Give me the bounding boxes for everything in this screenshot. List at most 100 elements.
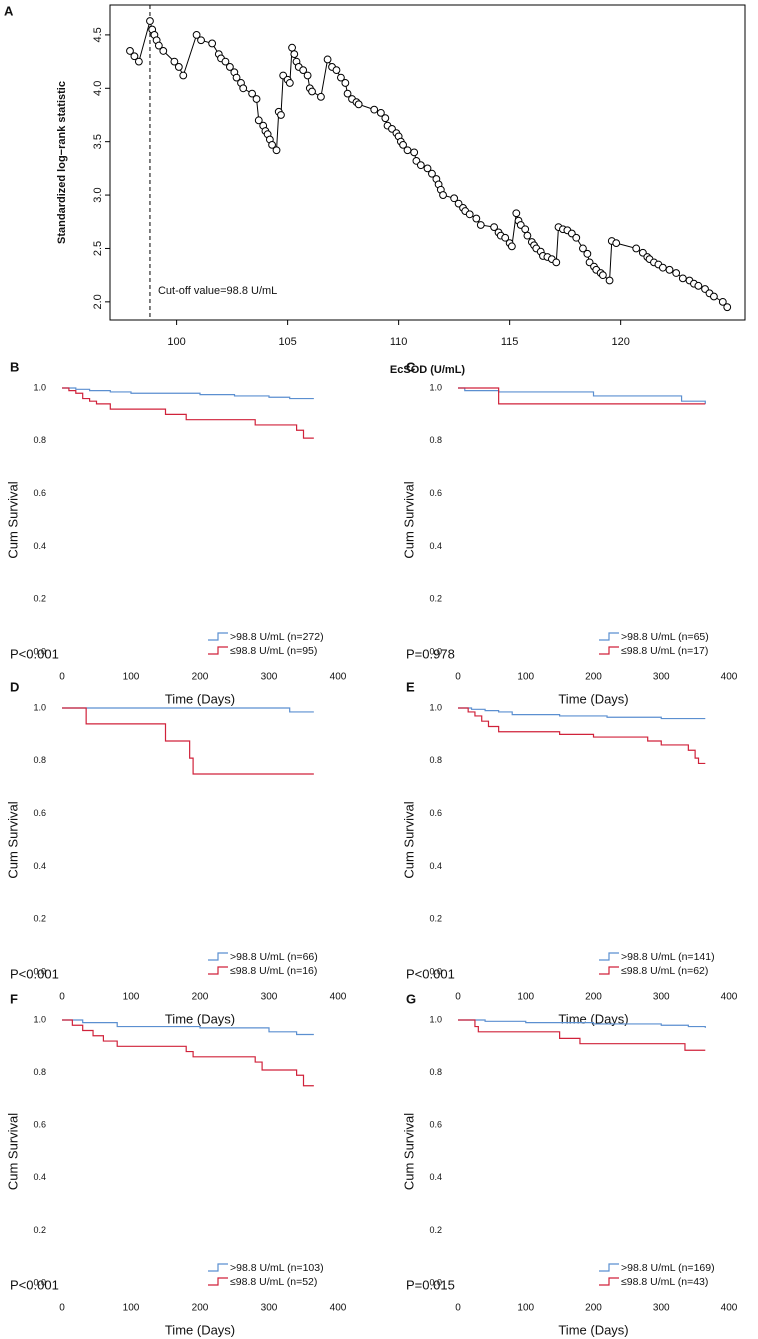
point bbox=[354, 100, 363, 109]
point bbox=[225, 63, 234, 71]
legend-icon bbox=[599, 1263, 619, 1272]
y-axis-title: Standardized log−rank statistic bbox=[56, 81, 68, 244]
point bbox=[130, 52, 139, 61]
x-tick-label: 100 bbox=[517, 672, 534, 683]
point bbox=[154, 41, 163, 50]
x-tick-label: 400 bbox=[721, 672, 738, 683]
y-tick-label: 0.0 bbox=[429, 966, 442, 976]
point bbox=[221, 57, 230, 66]
x-tick-label: 115 bbox=[501, 336, 519, 348]
x-tick-label: 0 bbox=[455, 1303, 461, 1314]
y-axis-title: Cum Survival bbox=[401, 1113, 416, 1190]
point bbox=[197, 36, 205, 45]
legend-label: ≤98.8 U/mL (n=95) bbox=[230, 645, 317, 657]
y-tick-label: 0.0 bbox=[429, 1277, 442, 1287]
x-tick-label: 100 bbox=[123, 1303, 140, 1314]
point bbox=[381, 114, 390, 123]
point bbox=[208, 39, 217, 48]
point bbox=[665, 265, 674, 274]
x-tick-label: 300 bbox=[261, 1303, 278, 1314]
x-axis-title: Time (Days) bbox=[165, 1322, 235, 1337]
point bbox=[299, 66, 308, 75]
x-tick-label: 400 bbox=[721, 992, 738, 1003]
y-tick-label: 0.2 bbox=[33, 914, 46, 924]
point bbox=[126, 47, 134, 55]
x-tick-label: 100 bbox=[517, 992, 534, 1003]
point bbox=[694, 281, 703, 290]
x-tick-label: 0 bbox=[59, 992, 65, 1003]
x-tick-label: 400 bbox=[330, 1303, 347, 1314]
y-tick-label: 0.2 bbox=[429, 594, 442, 604]
x-tick-label: 200 bbox=[585, 1303, 602, 1314]
survival-curve bbox=[458, 707, 706, 765]
x-tick-label: 400 bbox=[330, 992, 347, 1003]
plot-frame bbox=[109, 4, 746, 321]
p-value: P=0.978 bbox=[406, 646, 455, 661]
legend-label: ≤98.8 U/mL (n=17) bbox=[621, 645, 708, 657]
survival-curve bbox=[62, 707, 314, 775]
point bbox=[583, 249, 592, 258]
y-tick-label: 1.0 bbox=[33, 702, 46, 712]
y-tick-label: 1.0 bbox=[429, 1014, 442, 1024]
y-axis-title: Cum Survival bbox=[5, 481, 20, 558]
y-axis-title: Cum Survival bbox=[5, 801, 20, 878]
point bbox=[512, 209, 521, 218]
y-tick-label: 3.0 bbox=[92, 187, 104, 202]
point bbox=[672, 269, 681, 277]
point bbox=[370, 105, 379, 114]
y-tick-label: 0.4 bbox=[33, 861, 46, 871]
point bbox=[232, 73, 241, 82]
y-tick-label: 0.6 bbox=[33, 488, 46, 498]
point bbox=[416, 161, 425, 170]
y-tick-label: 0.6 bbox=[429, 808, 442, 818]
y-tick-label: 1.0 bbox=[429, 382, 442, 392]
point bbox=[450, 194, 459, 203]
legend-label: ≤98.8 U/mL (n=62) bbox=[621, 965, 708, 977]
x-axis-title: EcSOD (U/mL) bbox=[390, 364, 466, 376]
point bbox=[507, 242, 516, 251]
point bbox=[285, 79, 294, 87]
point bbox=[376, 108, 385, 117]
x-tick-label: 200 bbox=[585, 992, 602, 1003]
point bbox=[723, 303, 732, 312]
point bbox=[465, 210, 474, 219]
point bbox=[192, 30, 201, 39]
point bbox=[605, 276, 614, 285]
legend-label: >98.8 U/mL (n=272) bbox=[230, 631, 324, 643]
y-tick-label: 0.8 bbox=[33, 755, 46, 765]
point bbox=[343, 89, 352, 98]
legend-icon bbox=[599, 952, 619, 961]
y-tick-label: 0.8 bbox=[429, 435, 442, 445]
panel-label: G bbox=[406, 991, 416, 1006]
legend-icon bbox=[208, 966, 228, 975]
point bbox=[308, 87, 316, 96]
x-axis-title: Time (Days) bbox=[558, 691, 628, 706]
annotation: Cut-off value=98.8 U/mL bbox=[158, 285, 277, 297]
x-axis-title: Time (Days) bbox=[165, 691, 235, 706]
legend-icon bbox=[599, 966, 619, 975]
legend-label: >98.8 U/mL (n=66) bbox=[230, 951, 318, 963]
point bbox=[428, 169, 436, 178]
legend-icon bbox=[599, 632, 619, 641]
point bbox=[710, 292, 718, 301]
point bbox=[501, 233, 510, 242]
point bbox=[174, 63, 183, 71]
y-tick-label: 0.2 bbox=[429, 1225, 442, 1235]
y-tick-label: 2.5 bbox=[92, 241, 104, 256]
x-tick-label: 300 bbox=[653, 672, 670, 683]
point bbox=[323, 55, 332, 64]
y-axis-title: Cum Survival bbox=[401, 481, 416, 558]
connecting-line bbox=[129, 19, 728, 308]
x-tick-label: 200 bbox=[192, 1303, 209, 1314]
panel-label: B bbox=[10, 359, 19, 374]
y-tick-label: 0.8 bbox=[429, 755, 442, 765]
point bbox=[252, 95, 261, 103]
y-axis-title: Cum Survival bbox=[5, 1113, 20, 1190]
point bbox=[439, 191, 447, 199]
legend-icon bbox=[208, 632, 228, 641]
point bbox=[268, 140, 276, 149]
point bbox=[521, 225, 530, 234]
y-tick-label: 0.0 bbox=[33, 966, 46, 976]
y-tick-label: 0.8 bbox=[33, 1067, 46, 1077]
